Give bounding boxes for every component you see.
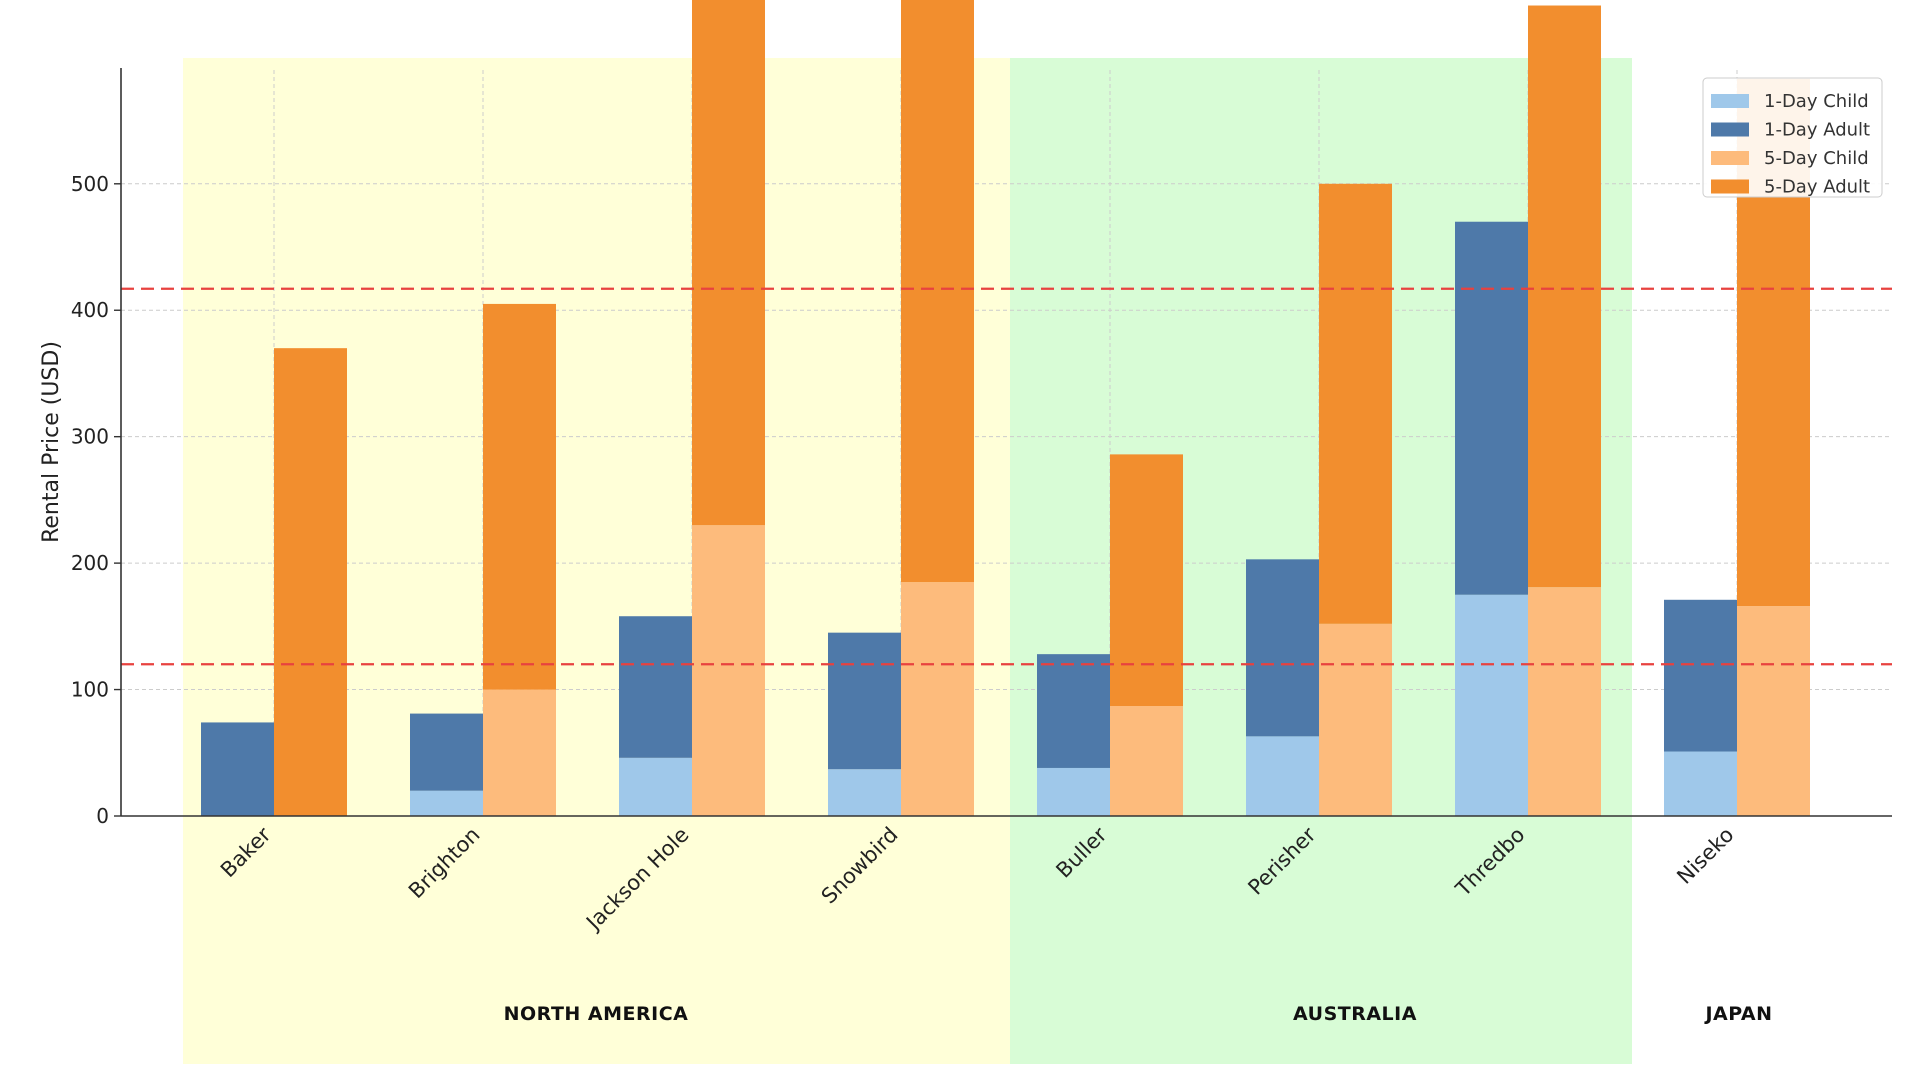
legend-swatch-5-day-child: [1711, 151, 1749, 165]
bar-niseko-1-day-child: [1664, 751, 1737, 816]
bar-jackson-hole-1-day-child: [619, 757, 692, 816]
bar-perisher-1-day-adult: [1246, 559, 1319, 737]
bar-brighton-1-day-adult: [410, 713, 483, 791]
bar-thredbo-5-day-child: [1528, 587, 1601, 816]
legend-swatch-5-day-adult: [1711, 179, 1749, 194]
bar-buller-5-day-child: [1110, 705, 1183, 816]
legend-label-5-day-adult: 5-Day Adult: [1764, 177, 1870, 198]
bar-baker-1-day-adult: [201, 722, 274, 816]
bar-brighton-1-day-child: [410, 790, 483, 816]
bar-perisher-1-day-child: [1246, 736, 1319, 816]
legend: 1-Day Child 1-Day Adult 5-Day Child 5-Day A…: [1702, 77, 1883, 198]
y-tick-label-200: 200: [71, 551, 109, 575]
region-backgrounds: [183, 58, 1892, 1064]
reference-lines: [121, 287, 1892, 666]
bar-buller-5-day-adult: [1110, 454, 1183, 706]
bar-buller-1-day-adult: [1037, 654, 1110, 768]
y-tick-label-400: 400: [71, 298, 109, 322]
bar-snowbird-5-day-child: [901, 582, 974, 816]
bar-snowbird-1-day-adult: [828, 632, 901, 770]
region-label-north-america: NORTH AMERICA: [504, 1003, 689, 1025]
bar-snowbird-1-day-child: [828, 769, 901, 816]
bar-jackson-hole-5-day-child: [692, 525, 765, 816]
y-tick-label-300: 300: [71, 425, 109, 449]
region-label-japan: JAPAN: [1703, 1003, 1772, 1025]
region-label-australia: AUSTRALIA: [1293, 1003, 1417, 1025]
y-tick-label-0: 0: [96, 804, 109, 828]
bar-niseko-5-day-child: [1737, 606, 1810, 816]
bar-brighton-5-day-adult: [483, 303, 556, 690]
legend-label-1-day-child: 1-Day Child: [1764, 91, 1869, 112]
bar-snowbird-5-day-adult: [901, 0, 974, 583]
y-tick-label-100: 100: [71, 678, 109, 702]
legend-swatch-1-day-child: [1711, 94, 1749, 108]
axes: [114, 68, 1892, 817]
bar-thredbo-5-day-adult: [1528, 5, 1601, 588]
bar-baker-5-day-adult: [274, 348, 347, 816]
bar-jackson-hole-5-day-adult: [692, 0, 765, 526]
y-tick-label-500: 500: [71, 172, 109, 196]
bars: [201, 0, 1810, 816]
bar-buller-1-day-child: [1037, 767, 1110, 816]
bar-niseko-1-day-adult: [1664, 599, 1737, 752]
bar-perisher-5-day-child: [1319, 623, 1392, 816]
bar-thredbo-1-day-child: [1455, 594, 1528, 816]
legend-label-1-day-adult: 1-Day Adult: [1764, 120, 1870, 141]
legend-swatch-1-day-adult: [1711, 122, 1749, 137]
legend-label-5-day-child: 5-Day Child: [1764, 148, 1869, 169]
bar-jackson-hole-1-day-adult: [619, 616, 692, 758]
y-axis-title: Rental Price (USD): [39, 341, 64, 543]
bar-perisher-5-day-adult: [1319, 183, 1392, 624]
bar-thredbo-1-day-adult: [1455, 221, 1528, 595]
bar-brighton-5-day-child: [483, 689, 556, 816]
